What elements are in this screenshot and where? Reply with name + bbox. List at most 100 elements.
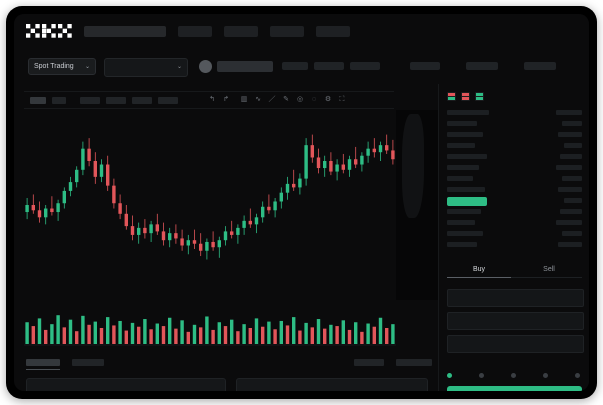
order-book-row[interactable] — [560, 209, 582, 214]
market-type-dropdown[interactable]: Spot Trading ⌄ — [28, 58, 96, 75]
candlestick-type-icon[interactable]: ▥ — [240, 96, 248, 103]
settings-icon[interactable]: ⚙ — [324, 96, 332, 103]
orderbook-asks-icon[interactable] — [461, 92, 470, 101]
fullscreen-icon[interactable]: ⛶ — [339, 96, 345, 103]
nav-item-3-label — [270, 26, 271, 27]
stat-low-24h — [410, 62, 440, 70]
order-book-row[interactable] — [447, 121, 477, 126]
tab-assets[interactable] — [354, 359, 384, 366]
order-book-view-toggle — [447, 92, 484, 101]
stat-3-text — [410, 62, 411, 63]
order-book-row[interactable] — [447, 143, 475, 148]
nav-item-3[interactable] — [270, 25, 304, 37]
eraser-icon[interactable]: ◌ — [311, 96, 317, 103]
trendline-icon[interactable]: ／ — [268, 96, 276, 103]
order-book-spread-value — [447, 197, 448, 198]
order-book-row[interactable] — [558, 242, 582, 247]
volume-chart — [24, 306, 396, 350]
order-book-spread-highlight — [447, 197, 487, 206]
tab-buy[interactable]: Buy — [472, 266, 486, 273]
market-type-label: Spot Trading — [34, 63, 74, 70]
pair-name-label — [217, 61, 273, 72]
tab-settings[interactable] — [396, 359, 432, 366]
order-book-row[interactable] — [556, 220, 582, 225]
stat-2-text — [350, 62, 351, 63]
tab-2-label — [354, 359, 355, 360]
coin-avatar-icon — [199, 60, 212, 73]
okx-trading-app: OKX Spot Trading ⌄ ⌄ — [14, 14, 589, 391]
bottom-card-right[interactable] — [236, 378, 428, 391]
timeframe-chip-1[interactable] — [52, 96, 66, 104]
candlestick-chart[interactable] — [24, 110, 396, 300]
timeframe-chip-2[interactable] — [80, 96, 100, 104]
stat-5-text — [524, 62, 525, 63]
order-book-row[interactable] — [558, 132, 582, 137]
timeframe-chip-3[interactable] — [106, 96, 126, 104]
tab-1-label — [72, 359, 73, 360]
order-book-row[interactable] — [564, 198, 582, 203]
order-book-row[interactable] — [447, 132, 483, 137]
order-book-row[interactable] — [447, 231, 483, 236]
place-order-button[interactable] — [447, 386, 582, 391]
tab-sell[interactable]: Sell — [543, 266, 555, 273]
order-amount-value — [448, 313, 449, 314]
orderbook-both-icon[interactable] — [447, 92, 456, 101]
nav-item-1[interactable] — [178, 25, 212, 37]
order-book-row[interactable] — [447, 176, 473, 181]
chevron-down-icon: ⌄ — [84, 64, 90, 70]
nav-item-4[interactable] — [316, 25, 350, 37]
order-book-row[interactable] — [556, 110, 582, 115]
orderbook-bids-icon[interactable] — [475, 92, 484, 101]
slider-dot-2[interactable] — [511, 373, 516, 378]
slider-dot-4[interactable] — [575, 373, 580, 378]
trading-pair-dropdown[interactable]: ⌄ — [104, 58, 188, 77]
order-book-row[interactable] — [447, 209, 481, 214]
order-book-row[interactable] — [447, 154, 487, 159]
stat-change-24h — [314, 62, 344, 70]
market-toolbar: Spot Trading ⌄ ⌄ — [14, 54, 589, 84]
order-book-row[interactable] — [447, 242, 477, 247]
wave-icon[interactable]: ∿ — [255, 96, 261, 103]
chart-toolbar: ↰ ↱ ▥ ∿ ／ ✎ ◎ ◌ ⚙ ⛶ — [24, 91, 394, 109]
nav-item-2[interactable] — [224, 25, 258, 37]
tab-3-label — [396, 359, 397, 360]
timeframe-chip-5[interactable] — [158, 96, 178, 104]
nav-item-0[interactable] — [84, 25, 166, 37]
tab-open-orders[interactable] — [26, 359, 60, 366]
order-total-input[interactable] — [447, 335, 584, 353]
chart-shade-blob — [402, 114, 424, 218]
stat-4-text — [466, 62, 467, 63]
order-book-row[interactable] — [558, 187, 582, 192]
slider-dot-0[interactable] — [447, 373, 452, 378]
brush-icon[interactable]: ✎ — [283, 96, 289, 103]
timeframe-chip-4[interactable] — [132, 96, 152, 104]
order-book-row[interactable] — [447, 110, 489, 115]
nav-item-4-label — [316, 26, 317, 27]
order-book-row[interactable] — [564, 143, 582, 148]
slider-dot-1[interactable] — [479, 373, 484, 378]
order-book-row[interactable] — [556, 165, 582, 170]
order-amount-input[interactable] — [447, 312, 584, 330]
okx-logo-icon[interactable]: OKX — [26, 23, 72, 39]
bottom-card-left[interactable] — [26, 378, 226, 391]
order-book-row[interactable] — [447, 165, 479, 170]
undo-icon[interactable]: ↰ — [209, 96, 215, 103]
order-book-row[interactable] — [562, 121, 582, 126]
slider-dot-3[interactable] — [543, 373, 548, 378]
order-book-row[interactable] — [562, 231, 582, 236]
tab-order-history[interactable] — [72, 359, 104, 366]
amount-slider[interactable] — [447, 372, 582, 380]
redo-icon[interactable]: ↱ — [223, 96, 229, 103]
magnet-icon[interactable]: ◎ — [296, 96, 304, 103]
bottom-card-left-label — [27, 379, 28, 380]
order-price-input[interactable] — [447, 289, 584, 307]
order-book-row[interactable] — [447, 187, 485, 192]
order-price-value — [448, 290, 449, 291]
timeframe-chip-0[interactable] — [30, 96, 46, 104]
tab-0-label — [26, 359, 27, 360]
order-book-row[interactable] — [560, 154, 582, 159]
order-book-row[interactable] — [562, 176, 582, 181]
stat-last-price — [282, 62, 308, 70]
order-book-row[interactable] — [447, 220, 475, 225]
